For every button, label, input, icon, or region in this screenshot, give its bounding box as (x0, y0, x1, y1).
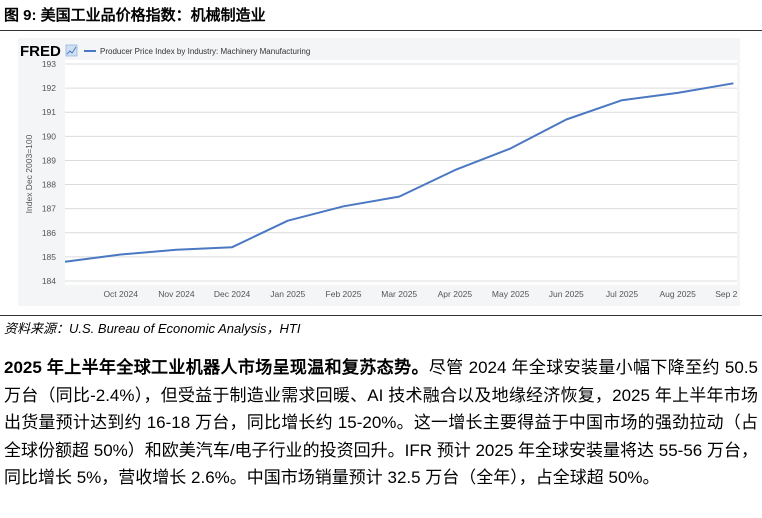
x-tick-label: Apr 2025 (438, 289, 473, 299)
y-tick-label: 186 (42, 228, 56, 238)
y-tick-label: 193 (42, 59, 56, 69)
plot-area (65, 60, 737, 285)
x-tick-label: Jan 2025 (270, 289, 305, 299)
y-tick-label: 184 (42, 276, 56, 286)
paragraph: 2025 年上半年全球工业机器人市场呈现温和复苏态势。尽管 2024 年全球安装… (4, 354, 758, 492)
logo-icon (65, 44, 78, 57)
logo-icon-line (66, 46, 77, 55)
y-axis-label: Index Dec 2003=100 (24, 134, 34, 213)
y-tick-label: 192 (42, 83, 56, 93)
chart: FRED Producer Price Index by Industry: M… (18, 38, 752, 306)
paragraph-body: 尽管 2024 年全球安装量小幅下降至约 50.5 万台（同比-2.4%），但受… (4, 358, 758, 487)
x-tick-label: Oct 2024 (103, 289, 138, 299)
x-tick-label: May 2025 (492, 289, 530, 299)
x-tick-label: Jul 2025 (606, 289, 638, 299)
x-tick-label: Dec 2024 (214, 289, 251, 299)
logo: FRED (20, 43, 61, 60)
source: 资料来源：U.S. Bureau of Economic Analysis，HT… (4, 321, 301, 336)
x-tick-label: Nov 2024 (158, 289, 195, 299)
x-tick-label: Jun 2025 (549, 289, 584, 299)
title-rule (0, 30, 762, 31)
y-tick-label: 185 (42, 252, 56, 262)
y-tick-label: 189 (42, 155, 56, 165)
data-line (64, 82, 734, 263)
x-tick-label: Mar 2025 (381, 289, 417, 299)
y-tick-label: 188 (42, 180, 56, 190)
x-tick-label: Aug 2025 (659, 289, 696, 299)
y-tick-label: 191 (42, 107, 56, 117)
paragraph-lead: 2025 年上半年全球工业机器人市场呈现温和复苏态势。 (4, 358, 429, 377)
legend-label: Producer Price Index by Industry: Machin… (100, 47, 310, 56)
x-tick-label: Feb 2025 (326, 289, 362, 299)
x-tick-label: Sep 2025 (715, 289, 752, 299)
y-tick-label: 187 (42, 204, 56, 214)
y-tick-label: 190 (42, 131, 56, 141)
figure-title: 图 9: 美国工业品价格指数：机械制造业 (4, 7, 266, 24)
source-rule (0, 315, 762, 316)
